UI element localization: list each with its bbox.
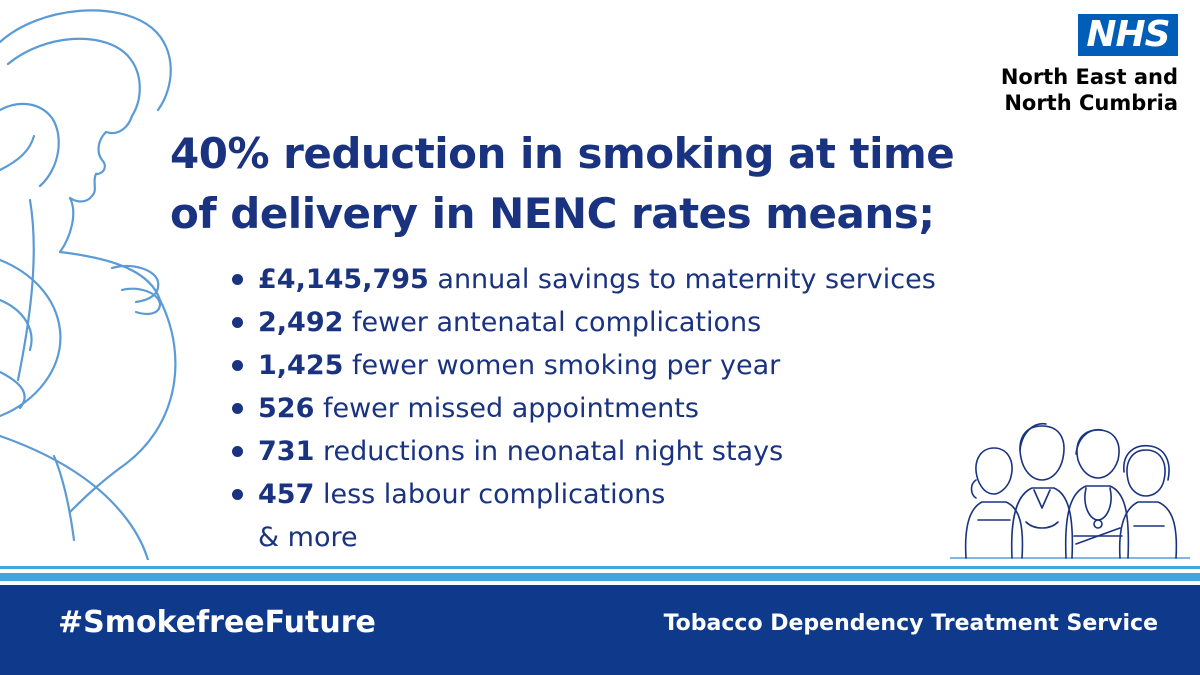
nhs-organisation-name: North East and North Cumbria — [978, 64, 1178, 116]
stat-value: 457 — [258, 479, 315, 510]
bullet-dot — [232, 317, 243, 328]
stat-text: annual savings to maternity services — [428, 264, 936, 295]
stats-list: £4,145,795 annual savings to maternity s… — [228, 258, 988, 559]
stat-item-antenatal: 2,492 fewer antenatal complications — [228, 301, 988, 344]
footer-service-name: Tobacco Dependency Treatment Service — [663, 611, 1158, 636]
healthcare-staff-illustration — [950, 423, 1190, 559]
stat-text: fewer women smoking per year — [343, 350, 781, 381]
pregnant-woman-illustration — [0, 9, 177, 560]
stat-item-labour-complications: 457 less labour complications — [228, 473, 988, 516]
stat-item-neonatal-stays: 731 reductions in neonatal night stays — [228, 430, 988, 473]
nhs-org-line-1: North East and — [1000, 65, 1178, 89]
stat-value: 1,425 — [258, 350, 344, 381]
stat-value: £4,145,795 — [258, 264, 429, 295]
divider-stripe-thin — [0, 566, 1200, 569]
nhs-org-line-2: North Cumbria — [1004, 91, 1178, 115]
bullet-dot — [232, 489, 243, 500]
headline-line-1: 40% reduction in smoking at time — [170, 129, 955, 178]
stat-item-savings: £4,145,795 annual savings to maternity s… — [228, 258, 988, 301]
bullet-dot — [232, 403, 243, 414]
stat-value: 2,492 — [258, 307, 344, 338]
stat-item-missed-appointments: 526 fewer missed appointments — [228, 387, 988, 430]
headline-line-2: of delivery in NENC rates means; — [170, 189, 935, 238]
bullet-dot — [232, 446, 243, 457]
headline: 40% reduction in smoking at time of deli… — [170, 124, 990, 244]
stat-text: less labour complications — [314, 479, 666, 510]
stat-item-smoking-women: 1,425 fewer women smoking per year — [228, 344, 988, 387]
divider-stripe-thick — [0, 573, 1200, 581]
footer-banner: #SmokefreeFuture Tobacco Dependency Trea… — [0, 585, 1200, 675]
stat-text: fewer antenatal complications — [343, 307, 762, 338]
nhs-badge: NHS — [1078, 14, 1178, 56]
nhs-logo: NHS North East and North Cumbria — [978, 14, 1178, 116]
stat-value: 526 — [258, 393, 315, 424]
bullet-dot — [232, 360, 243, 371]
stat-more: & more — [258, 522, 358, 553]
footer-hashtag: #SmokefreeFuture — [58, 605, 376, 640]
stat-value: 731 — [258, 436, 315, 467]
stat-text: fewer missed appointments — [314, 393, 699, 424]
bullet-dot — [232, 274, 243, 285]
stat-text: reductions in neonatal night stays — [314, 436, 784, 467]
